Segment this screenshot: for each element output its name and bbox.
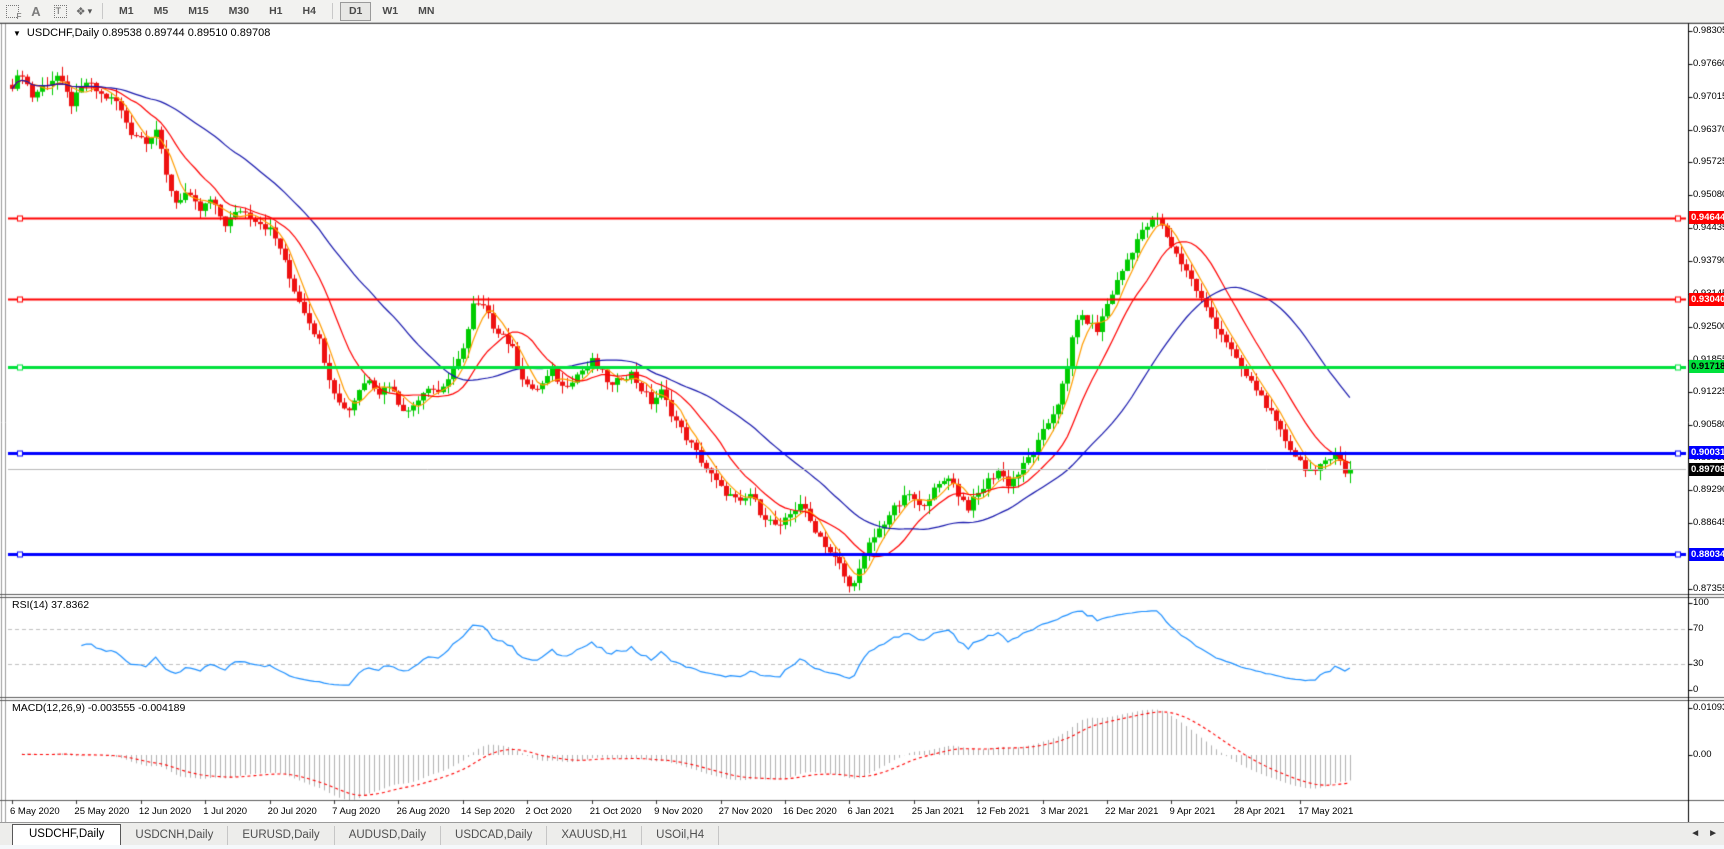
status-strip: [0, 845, 1724, 849]
text-label-icon[interactable]: A: [31, 3, 41, 19]
chart-tab-usoil-h4[interactable]: USOil,H4: [642, 826, 720, 846]
timeframe-button-D1[interactable]: D1: [339, 1, 372, 21]
price-chart-canvas[interactable]: [0, 23, 1724, 822]
price-axis-tick: 0.98305: [1693, 24, 1724, 36]
date-axis-label: 27 Nov 2020: [718, 806, 773, 817]
chart-title: ▼ USDCHF,Daily 0.89538 0.89744 0.89510 0…: [13, 27, 270, 39]
timeframe-button-M30[interactable]: M30: [228, 4, 250, 17]
tab-scroll-buttons: ◄ ►: [1690, 828, 1718, 839]
macd-axis-tick: 0.01093: [1693, 702, 1724, 713]
date-axis-label: 28 Apr 2021: [1233, 806, 1286, 817]
date-axis-label: 17 May 2021: [1298, 806, 1354, 817]
date-axis-label: 12 Jun 2020: [138, 806, 192, 817]
date-axis-label: 22 Mar 2021: [1105, 806, 1159, 817]
tab-scroll-left-icon[interactable]: ◄: [1690, 828, 1701, 839]
hline-price-label[interactable]: 0.90031: [1689, 446, 1724, 460]
chart-tab-usdchf-daily[interactable]: USDCHF,Daily: [12, 824, 122, 846]
chart-tab-usdcnh-daily[interactable]: USDCNH,Daily: [121, 826, 229, 846]
date-axis-label: 12 Feb 2021: [976, 806, 1030, 817]
date-axis-label: 9 Apr 2021: [1169, 806, 1216, 817]
chart-tab-audusd-daily[interactable]: AUDUSD,Daily: [335, 826, 442, 846]
date-axis-label: 21 Oct 2020: [589, 806, 642, 817]
price-axis-tick: 0.93790: [1693, 255, 1724, 267]
chart-grid-f-icon[interactable]: F: [0, 2, 24, 21]
price-axis-tick: 0.95725: [1693, 156, 1724, 168]
chart-tab-eurusd-daily[interactable]: EURUSD,Daily: [228, 826, 335, 846]
price-axis-tick: 0.88645: [1693, 517, 1724, 529]
date-axis-label: 25 Jan 2021: [911, 806, 965, 817]
price-axis-tick: 0.92500: [1693, 320, 1724, 332]
date-axis-label: 26 Aug 2020: [396, 806, 450, 817]
hline-price-label[interactable]: 0.88034: [1689, 547, 1724, 561]
price-axis-tick: 0.90580: [1693, 418, 1724, 430]
timeframe-button-group: M1 M5 M15 M30 H1 H4 D1 W1 MN: [109, 1, 444, 21]
macd-axis-tick: 0.00: [1693, 749, 1712, 760]
top-toolbar: F A T ❖ ▾ M1 M5 M15 M30 H1 H4 D1 W1 MN: [0, 0, 1724, 23]
price-axis-tick: 0.94435: [1693, 222, 1724, 234]
rsi-indicator-label: RSI(14) 37.8362: [12, 599, 90, 611]
date-axis-label: 20 Jul 2020: [267, 806, 317, 817]
dotted-frame-icon: T: [53, 4, 67, 18]
text-box-icon[interactable]: T: [48, 2, 72, 20]
date-axis-label: 3 Mar 2021: [1040, 806, 1089, 817]
date-axis-label: 7 Aug 2020: [332, 806, 381, 817]
hline-price-label[interactable]: 0.94644: [1689, 211, 1724, 225]
timeframe-button-MN[interactable]: MN: [418, 4, 435, 17]
chart-tab-xauusd-h1[interactable]: XAUUSD,H1: [547, 826, 643, 846]
rsi-axis-tick: 0: [1693, 684, 1699, 695]
window-menu-caret-icon[interactable]: ▼: [13, 28, 21, 38]
date-axis-label: 1 Jul 2020: [203, 806, 248, 817]
symbol-ohlc-text: USDCHF,Daily 0.89538 0.89744 0.89510 0.8…: [26, 27, 271, 39]
price-axis-tick: 0.89290: [1693, 484, 1724, 496]
timeframe-button-H1[interactable]: H1: [269, 4, 283, 17]
chart-tab-usdcad-daily[interactable]: USDCAD,Daily: [441, 826, 548, 846]
date-axis-label: 6 May 2020: [10, 806, 60, 817]
current-price-label: 0.89708: [1689, 462, 1724, 476]
date-axis-label: 2 Oct 2020: [525, 806, 572, 817]
macd-indicator-label: MACD(12,26,9) -0.003555 -0.004189: [12, 702, 186, 714]
price-axis-tick: 0.91855: [1693, 354, 1724, 365]
hline-price-label[interactable]: 0.93040: [1689, 292, 1724, 306]
tab-scroll-right-icon[interactable]: ►: [1708, 828, 1718, 839]
dropdown-caret-icon[interactable]: ▾: [87, 5, 93, 16]
grid-icon: F: [5, 4, 22, 21]
date-axis-label: 16 Dec 2020: [782, 806, 837, 817]
timeframe-button-M5[interactable]: M5: [153, 4, 169, 17]
date-axis-label: 9 Nov 2020: [654, 806, 703, 817]
rsi-axis-tick: 30: [1693, 657, 1704, 669]
rsi-axis-tick: 100: [1693, 597, 1709, 608]
timeframe-button-H4[interactable]: H4: [302, 4, 316, 17]
hline-price-label[interactable]: 0.91718: [1689, 360, 1724, 374]
chart-tabs: USDCHF,Daily USDCNH,Daily EURUSD,Daily AUDU…: [12, 823, 720, 846]
arrow-style-icon[interactable]: ❖ ▾: [75, 5, 93, 18]
date-axis-label: 14 Sep 2020: [460, 806, 515, 817]
price-axis-tick: 0.97660: [1693, 57, 1724, 69]
price-axis-tick: 0.97015: [1693, 90, 1724, 102]
toolbar-separator: [102, 3, 103, 19]
timeframe-button-W1[interactable]: W1: [382, 4, 399, 17]
rsi-axis-tick: 70: [1693, 623, 1704, 635]
timeframe-button-M1[interactable]: M1: [119, 4, 134, 17]
timeframe-button-M15[interactable]: M15: [188, 4, 209, 17]
date-axis-label: 25 May 2020: [74, 806, 130, 817]
price-axis-tick: 0.87355: [1693, 583, 1724, 594]
toolbar-separator: [331, 3, 333, 19]
chart-tab-bar: USDCHF,Daily USDCNH,Daily EURUSD,Daily AUDU…: [0, 822, 1724, 846]
price-axis-tick: 0.96370: [1693, 123, 1724, 135]
price-axis-tick: 0.95080: [1693, 189, 1724, 201]
price-axis-tick: 0.91225: [1693, 385, 1724, 397]
date-axis-label: 6 Jan 2021: [847, 806, 895, 817]
